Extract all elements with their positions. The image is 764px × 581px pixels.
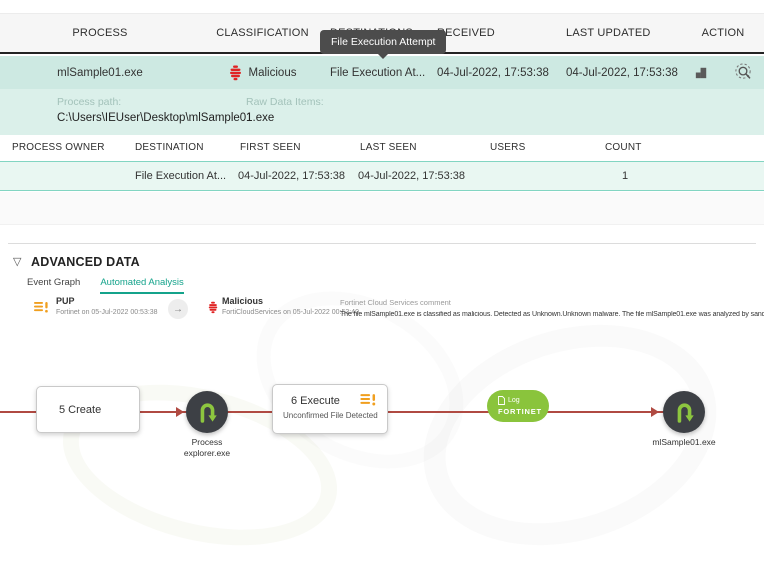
column-header-action[interactable]: ACTION: [701, 27, 745, 39]
column-header-first-seen[interactable]: FIRST SEEN: [240, 142, 301, 153]
graph-node-create[interactable]: 5 Create: [36, 386, 140, 433]
collapse-triangle-icon[interactable]: ▽: [13, 256, 22, 268]
event-process-name: mlSample01.exe: [57, 66, 143, 79]
count-cell: 1: [622, 170, 629, 182]
initial-verdict-source: Fortinet on 05-Jul-2022 00:53:38: [56, 309, 158, 316]
process-loop-icon: [194, 399, 221, 426]
connector-arrowhead-icon: [651, 407, 659, 417]
fortinet-brand-label: FORTINET: [498, 407, 542, 416]
event-last-updated-cell: 04-Jul-2022, 17:53:38: [566, 66, 678, 79]
investigate-magnifier-icon[interactable]: [734, 63, 753, 82]
column-header-last-seen[interactable]: LAST SEEN: [360, 142, 417, 153]
pup-warning-icon: [34, 301, 50, 319]
initial-verdict-label: PUP: [56, 296, 75, 306]
destination-row[interactable]: File Execution At... 04-Jul-2022, 17:53:…: [0, 161, 764, 191]
tooltip: File Execution Attempt: [320, 30, 447, 59]
event-row-selected[interactable]: mlSample01.exe Malicious File Execution …: [0, 56, 764, 89]
column-header-users[interactable]: USERS: [490, 142, 526, 153]
final-verdict: Malicious FortiCloudServices on 05-Jul-2…: [208, 296, 359, 316]
raw-data-items-value: 1: [246, 112, 253, 124]
malicious-icon: [208, 301, 218, 319]
column-header-process[interactable]: PROCESS: [72, 27, 128, 39]
tab-automated-analysis[interactable]: Automated Analysis: [100, 277, 184, 294]
column-header-process-owner[interactable]: PROCESS OWNER: [12, 142, 105, 153]
event-actions-cell: [682, 63, 764, 82]
final-verdict-label: Malicious: [222, 296, 264, 306]
event-detail-panel: Process path: C:\Users\IEUser\Desktop\ml…: [0, 89, 764, 135]
cloud-services-comment: Fortinet Cloud Services comment The file…: [340, 298, 764, 318]
log-file-icon: [498, 396, 505, 405]
final-verdict-source: FortiCloudServices on 05-Jul-2022 00:53:…: [222, 309, 359, 316]
destination-cell: File Execution At...: [135, 170, 227, 182]
initial-verdict: PUP Fortinet on 05-Jul-2022 00:53:38: [34, 296, 158, 316]
tab-event-graph[interactable]: Event Graph: [27, 277, 81, 288]
empty-table-band: [0, 192, 764, 225]
event-received-cell: 04-Jul-2022, 17:53:38: [437, 66, 549, 79]
execute-node-title: 6 Execute: [291, 395, 340, 407]
log-label: Log: [508, 397, 520, 404]
comment-text: The file mlSample01.exe is classified as…: [340, 311, 764, 318]
raw-data-items-label: Raw Data Items:: [246, 96, 324, 108]
process-loop-icon: [671, 399, 698, 426]
process-path-label: Process path:: [57, 96, 122, 108]
unconfirmed-warning-icon: [360, 393, 378, 412]
section-divider: [8, 243, 756, 244]
last-seen-cell: 04-Jul-2022, 17:53:38: [358, 170, 466, 182]
column-header-last-updated[interactable]: LAST UPDATED: [566, 27, 651, 39]
advanced-data-title: ADVANCED DATA: [31, 255, 140, 269]
column-header-received[interactable]: RECEIVED: [437, 27, 495, 39]
automated-analysis-panel: PUP Fortinet on 05-Jul-2022 00:53:38 → M…: [0, 296, 764, 332]
comment-label: Fortinet Cloud Services comment: [340, 298, 451, 307]
event-classification-cell: Malicious: [200, 65, 325, 81]
connector-arrowhead-icon: [176, 407, 184, 417]
event-graph: 5 Create Process explorer.exe 6: [0, 350, 764, 464]
malicious-icon: [229, 65, 242, 81]
graph-node-process-explorer[interactable]: [186, 391, 228, 433]
first-seen-cell: 04-Jul-2022, 17:53:38: [238, 170, 346, 182]
target-node-label: mlSample01.exe: [652, 437, 716, 447]
column-header-classification[interactable]: CLASSIFICATION: [216, 27, 309, 39]
event-destinations-cell: File Execution At...: [330, 66, 426, 79]
process-path-value: C:\Users\IEUser\Desktop\mlSample01.exe: [57, 112, 275, 124]
verdict-transition-arrow-icon: →: [168, 299, 188, 319]
event-classification-label: Malicious: [248, 66, 297, 79]
graph-node-execute[interactable]: 6 Execute Unconfirmed File Detected: [272, 384, 388, 434]
create-node-title: 5 Create: [59, 403, 102, 416]
destinations-table-header: PROCESS OWNER DESTINATION FIRST SEEN LAS…: [0, 136, 764, 161]
column-header-destination[interactable]: DESTINATION: [135, 142, 204, 153]
process-node-label: Process explorer.exe: [183, 437, 231, 458]
fortinet-log-badge[interactable]: Log FORTINET: [487, 390, 549, 422]
execute-node-subtitle: Unconfirmed File Detected: [283, 411, 378, 420]
column-header-count[interactable]: COUNT: [605, 142, 642, 153]
flag-chart-icon[interactable]: [693, 64, 710, 81]
graph-node-mlsample[interactable]: [663, 391, 705, 433]
advanced-data-tabs: Event Graph Automated Analysis: [27, 277, 184, 294]
